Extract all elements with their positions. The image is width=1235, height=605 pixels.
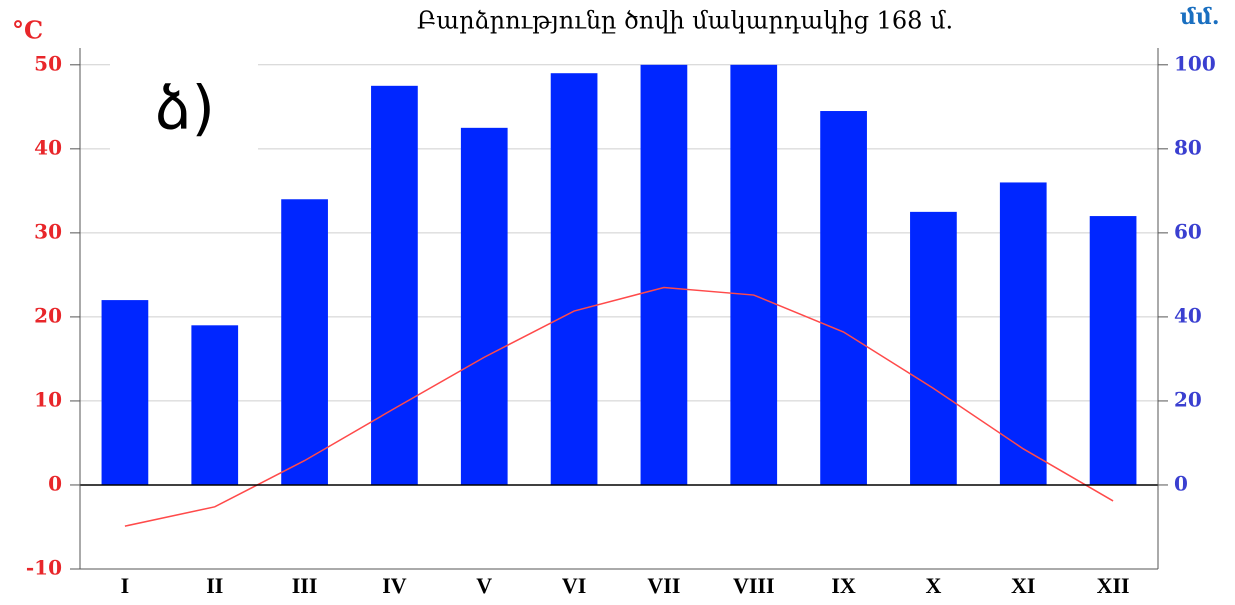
x-tick-label: I bbox=[121, 573, 130, 598]
annotation: ձ) bbox=[155, 74, 215, 144]
y2-tick-label: 60 bbox=[1174, 219, 1202, 243]
y-tick-label: 50 bbox=[34, 51, 62, 75]
bar bbox=[640, 64, 688, 485]
bar bbox=[191, 325, 239, 485]
bar bbox=[281, 199, 328, 485]
y2-tick-label: 0 bbox=[1174, 471, 1188, 495]
y-tick-label: 30 bbox=[34, 219, 62, 243]
x-tick-label: III bbox=[292, 573, 318, 598]
x-tick-label: XI bbox=[1011, 573, 1035, 598]
bar bbox=[999, 182, 1047, 485]
bar bbox=[371, 85, 418, 485]
bar bbox=[910, 211, 957, 485]
bar bbox=[1089, 216, 1137, 485]
x-tick-label: II bbox=[206, 573, 223, 598]
x-tick-label: IV bbox=[382, 573, 407, 598]
bar bbox=[730, 64, 778, 485]
bar bbox=[550, 73, 598, 485]
y-tick-label: 40 bbox=[34, 135, 62, 159]
y2-axis-label: մմ. bbox=[1180, 4, 1220, 30]
bar bbox=[101, 300, 149, 485]
y-axis-label: °C bbox=[12, 16, 43, 45]
x-tick-label: VI bbox=[562, 573, 586, 598]
chart-title: Բարձրությունը ծովի մակարդակից 168 մ. bbox=[417, 7, 953, 35]
y2-tick-label: 100 bbox=[1174, 51, 1216, 75]
y-tick-label: 0 bbox=[48, 471, 62, 495]
x-tick-label: VII bbox=[647, 573, 680, 598]
x-tick-label: IX bbox=[831, 573, 856, 598]
y2-tick-label: 20 bbox=[1174, 387, 1202, 411]
x-tick-label: VIII bbox=[733, 573, 775, 598]
temperature-line bbox=[124, 286, 1114, 527]
x-tick-label: X bbox=[925, 573, 941, 598]
x-tick-label: V bbox=[476, 573, 492, 598]
annotation-bg bbox=[110, 50, 258, 150]
x-tick-label: XII bbox=[1097, 573, 1130, 598]
y-tick-label: 10 bbox=[34, 387, 62, 411]
y2-tick-label: 40 bbox=[1174, 303, 1202, 327]
y-tick-label: -10 bbox=[26, 556, 62, 580]
bar bbox=[820, 111, 867, 485]
bar bbox=[460, 127, 508, 485]
y2-tick-label: 80 bbox=[1174, 135, 1202, 159]
y-tick-label: 20 bbox=[34, 303, 62, 327]
